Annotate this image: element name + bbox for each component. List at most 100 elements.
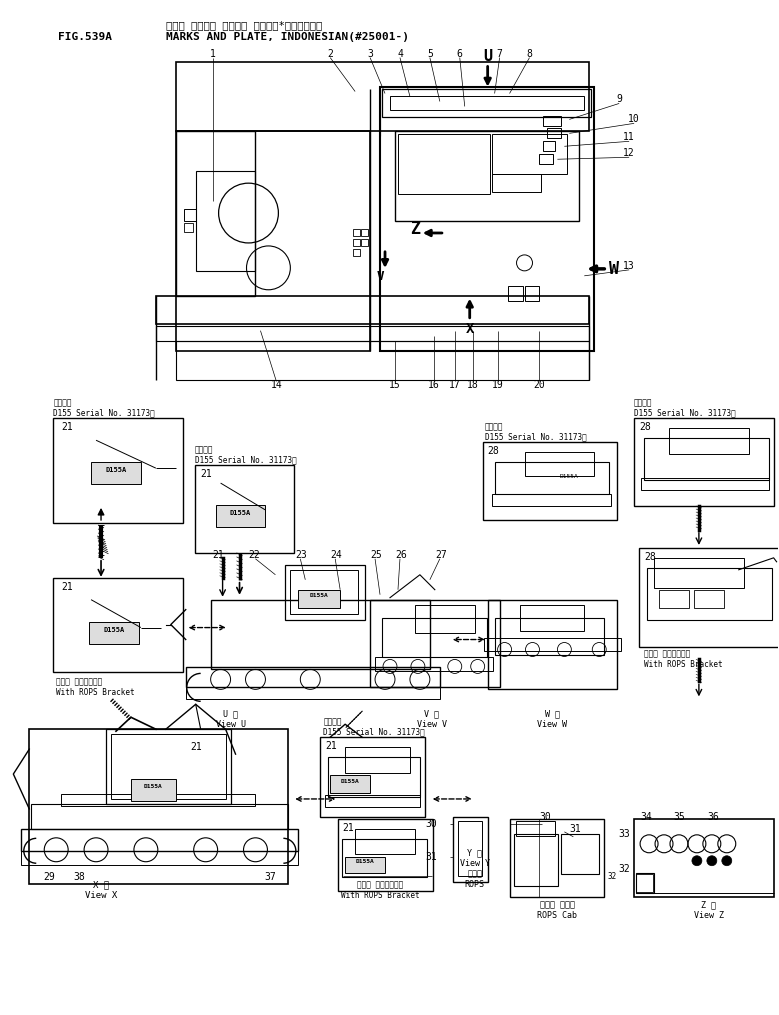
Bar xyxy=(508,286,523,300)
Text: 適用号機
D155 Serial No. 31173～: 適用号機 D155 Serial No. 31173～ xyxy=(195,446,297,465)
Bar xyxy=(492,175,541,192)
Text: 31: 31 xyxy=(425,852,437,862)
Text: 28: 28 xyxy=(644,552,656,562)
Text: 適用号機
D155 Serial No. 31173～: 適用号機 D155 Serial No. 31173～ xyxy=(53,399,155,418)
Bar xyxy=(524,286,540,300)
Bar xyxy=(31,804,288,829)
Text: 13: 13 xyxy=(623,261,635,271)
Text: マーク オヨビブ プレート （インド*ネシアゴ゛）: マーク オヨビブ プレート （インド*ネシアゴ゛） xyxy=(166,19,322,29)
Bar xyxy=(325,795,420,807)
Bar xyxy=(30,729,288,884)
Bar xyxy=(91,462,141,484)
Bar xyxy=(484,637,621,652)
Bar xyxy=(395,131,580,221)
Text: 6: 6 xyxy=(456,49,463,59)
Text: 21: 21 xyxy=(190,742,202,752)
Bar xyxy=(21,829,298,851)
Text: D155A: D155A xyxy=(105,467,127,473)
Bar xyxy=(492,134,567,175)
Bar xyxy=(298,590,340,608)
Bar xyxy=(156,295,589,324)
Bar xyxy=(21,851,298,865)
Text: 21: 21 xyxy=(62,422,73,432)
Bar xyxy=(176,131,256,295)
Bar xyxy=(338,819,433,890)
Text: 36: 36 xyxy=(707,812,719,822)
Text: 30: 30 xyxy=(540,812,552,822)
Bar xyxy=(291,569,358,614)
Bar xyxy=(345,857,385,873)
Bar xyxy=(398,134,490,194)
Text: 21: 21 xyxy=(62,582,73,592)
Text: D155A: D155A xyxy=(143,785,162,790)
Text: 32: 32 xyxy=(608,872,617,881)
Text: 適用号機
D155 Serial No. 31173～: 適用号機 D155 Serial No. 31173～ xyxy=(323,718,425,737)
Text: 22: 22 xyxy=(249,550,260,560)
Circle shape xyxy=(722,856,731,866)
Text: 21: 21 xyxy=(325,741,337,751)
Bar xyxy=(540,154,553,164)
Text: 29: 29 xyxy=(44,872,55,882)
Text: 17: 17 xyxy=(449,381,460,391)
Text: 37: 37 xyxy=(265,872,277,882)
Text: ロプス キャブ
ROPS Cab: ロプス キャブ ROPS Cab xyxy=(538,900,577,920)
Text: 2: 2 xyxy=(327,49,333,59)
Bar xyxy=(647,567,772,619)
Bar xyxy=(644,438,769,480)
Bar xyxy=(488,600,617,689)
Text: FIG.539A: FIG.539A xyxy=(58,31,112,42)
Text: 21: 21 xyxy=(213,550,224,560)
Bar xyxy=(195,465,294,553)
Bar xyxy=(106,729,231,804)
Text: D155A: D155A xyxy=(230,510,251,516)
Text: 21: 21 xyxy=(342,823,354,833)
Bar xyxy=(176,62,589,131)
Bar xyxy=(345,747,410,773)
Bar xyxy=(641,478,769,490)
Bar xyxy=(355,829,415,854)
Text: 18: 18 xyxy=(467,381,478,391)
Bar xyxy=(509,819,605,896)
Bar xyxy=(516,821,555,835)
Text: ロプス ブラケット付
With ROPS Bracket: ロプス ブラケット付 With ROPS Bracket xyxy=(340,881,419,900)
Text: Y 視
View Y
ロプス
ROPS: Y 視 View Y ロプス ROPS xyxy=(460,849,490,889)
Bar xyxy=(458,821,481,876)
Bar xyxy=(548,128,562,138)
Text: D155A: D155A xyxy=(340,779,360,784)
Text: ロプス ブラケット付
With ROPS Bracket: ロプス ブラケット付 With ROPS Bracket xyxy=(644,650,723,669)
Text: W: W xyxy=(609,260,619,278)
Bar xyxy=(544,141,555,151)
Text: 26: 26 xyxy=(395,550,407,560)
Bar xyxy=(636,873,654,892)
Text: Z: Z xyxy=(410,220,420,238)
Text: 28: 28 xyxy=(488,447,499,456)
Text: U 視
View U: U 視 View U xyxy=(216,709,245,729)
Text: 14: 14 xyxy=(270,381,282,391)
Text: ロプス ブラケット付
With ROPS Bracket: ロプス ブラケット付 With ROPS Bracket xyxy=(56,677,135,696)
Bar xyxy=(176,131,370,350)
Bar xyxy=(53,578,183,672)
Bar xyxy=(654,558,744,588)
Bar xyxy=(184,223,192,232)
Text: D155A: D155A xyxy=(104,626,125,632)
Bar xyxy=(353,239,360,246)
Bar xyxy=(353,249,360,256)
Bar xyxy=(382,617,487,658)
Text: D155A: D155A xyxy=(310,593,329,598)
Bar xyxy=(370,600,499,687)
Bar xyxy=(520,605,584,630)
Circle shape xyxy=(692,856,702,866)
Bar xyxy=(342,838,427,877)
Text: 24: 24 xyxy=(330,550,342,560)
Bar xyxy=(176,341,589,381)
Text: V: V xyxy=(376,270,384,283)
Text: 9: 9 xyxy=(616,94,622,105)
Text: 適用号機
D155 Serial No. 31173～: 適用号機 D155 Serial No. 31173～ xyxy=(485,422,587,442)
Text: 4: 4 xyxy=(397,49,403,59)
Text: 30: 30 xyxy=(425,819,437,829)
Bar xyxy=(453,817,488,882)
Bar xyxy=(210,600,430,670)
Bar xyxy=(330,775,370,793)
Bar xyxy=(495,462,609,494)
Bar xyxy=(659,590,689,608)
